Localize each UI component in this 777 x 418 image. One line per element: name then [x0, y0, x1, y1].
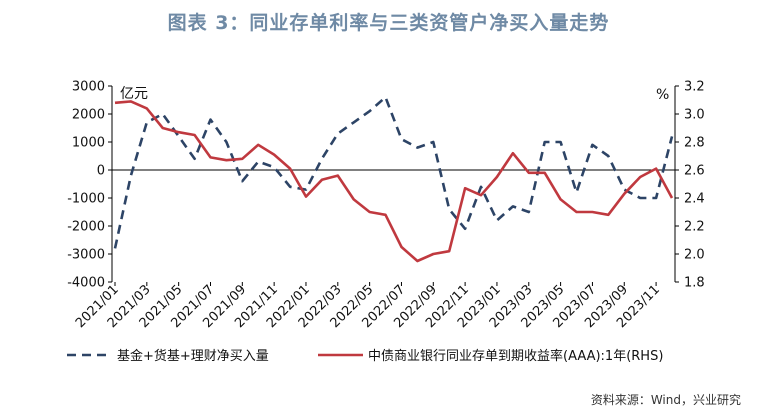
- left-axis-ticks: 3000 2000 1000 0 -1000 -2000 -3000 -4000: [67, 80, 112, 291]
- right-tick-label: 2.0: [684, 248, 705, 263]
- chart-legend: 基金+货基+理财净买入量 中债商业银行同业存单到期收益率(AAA):1年(RHS): [67, 348, 663, 364]
- axis-units: 亿元%: [120, 86, 669, 103]
- right-tick-label: 2.6: [684, 164, 705, 179]
- chart-axes: [111, 86, 676, 282]
- right-tick-label: 2.4: [684, 192, 705, 207]
- left-tick-label: -2000: [67, 220, 105, 235]
- left-tick-label: 2000: [72, 108, 105, 123]
- source-note: 资料来源：Wind，兴业研究: [590, 393, 741, 407]
- right-tick-label: 2.8: [684, 136, 705, 151]
- right-axis-ticks: 3.2 3.0 2.8 2.6 2.4 2.2 2.0 1.8: [675, 80, 705, 291]
- left-tick-label: 1000: [72, 136, 105, 151]
- chart-title: 图表 3：同业存单利率与三类资管户净买入量走势: [167, 12, 610, 34]
- right-tick-label: 3.0: [684, 108, 705, 123]
- left-tick-label: 0: [97, 164, 105, 179]
- left-axis-unit: 亿元: [120, 86, 148, 102]
- legend-label-1: 中债商业银行同业存单到期收益率(AAA):1年(RHS): [368, 348, 663, 364]
- right-axis-unit: %: [656, 87, 669, 103]
- series-line-0: [113, 95, 674, 249]
- series-line-1: [114, 100, 674, 263]
- left-tick-label: -1000: [67, 192, 105, 207]
- right-tick-label: 2.2: [684, 220, 705, 235]
- left-tick-label: -4000: [67, 276, 105, 291]
- right-tick-label: 1.8: [684, 276, 705, 291]
- legend-label-0: 基金+货基+理财净买入量: [117, 348, 269, 364]
- series-layer: [113, 95, 674, 263]
- x-axis-ticks: 2021/012021/032021/052021/072021/092021/…: [73, 282, 663, 331]
- left-tick-label: 3000: [72, 80, 105, 95]
- right-tick-label: 3.2: [684, 80, 705, 95]
- left-tick-label: -3000: [67, 248, 105, 263]
